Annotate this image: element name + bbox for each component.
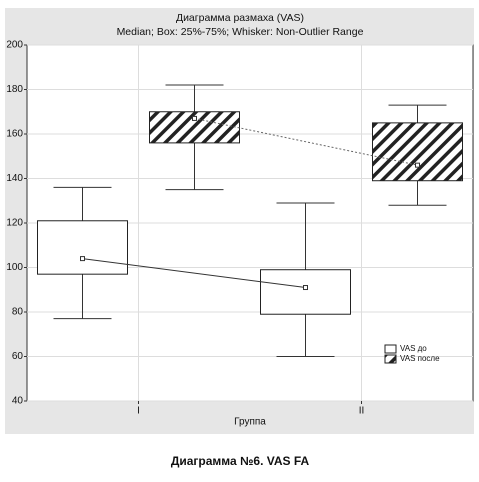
y-tick-label: 40 <box>12 396 24 407</box>
median-line <box>194 117 418 166</box>
chart-title: Диаграмма размаха (VAS) <box>176 12 304 24</box>
median-point <box>192 115 197 121</box>
y-tick-label: 60 <box>12 351 24 362</box>
y-tick-label: 140 <box>6 173 23 184</box>
median-line <box>82 258 306 289</box>
box <box>260 269 351 315</box>
chart-subtitle: Median; Box: 25%-75%; Whisker: Non-Outli… <box>117 26 364 38</box>
legend-swatch <box>384 354 397 364</box>
box <box>372 122 463 182</box>
legend-label: VAS до <box>400 344 427 353</box>
median-point <box>415 162 420 168</box>
y-tick-label: 120 <box>6 218 23 229</box>
median-point <box>303 285 308 291</box>
x-tick-label: II <box>359 406 365 417</box>
box <box>37 220 128 275</box>
y-tick-label: 100 <box>6 262 23 273</box>
y-tick-label: 80 <box>12 307 24 318</box>
median-point <box>80 256 85 262</box>
caption: Диаграмма №6. VAS FA <box>171 454 310 468</box>
y-tick-label: 200 <box>6 40 23 51</box>
x-axis-label: Группа <box>234 417 266 428</box>
y-tick-label: 180 <box>6 84 23 95</box>
y-tick-label: 160 <box>6 129 23 140</box>
legend-swatch <box>384 344 397 354</box>
x-tick-label: I <box>137 406 140 417</box>
legend-label: VAS после <box>400 354 440 363</box>
